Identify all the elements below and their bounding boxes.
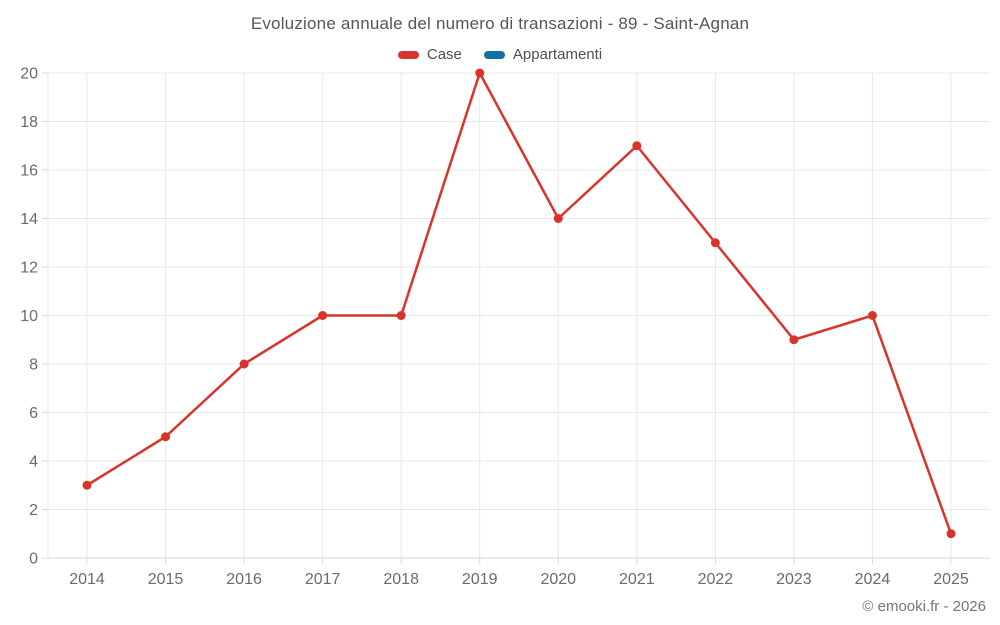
legend-swatch-appartamenti bbox=[483, 50, 505, 59]
y-tick-label: 20 bbox=[20, 66, 38, 83]
x-tick-label: 2017 bbox=[305, 571, 341, 588]
x-tick-label: 2016 bbox=[226, 571, 262, 588]
legend-item-case[interactable]: Case bbox=[397, 46, 462, 63]
legend-swatch-case bbox=[397, 50, 419, 59]
x-tick-label: 2019 bbox=[462, 571, 498, 588]
legend-label: Appartamenti bbox=[512, 46, 603, 63]
y-tick-label: 14 bbox=[20, 211, 38, 228]
case-point bbox=[946, 529, 956, 539]
x-tick-label: 2025 bbox=[933, 571, 969, 588]
copyright-footer: © emooki.fr - 2026 bbox=[862, 598, 986, 615]
case-point bbox=[318, 311, 328, 320]
y-tick-label: 18 bbox=[20, 114, 38, 131]
x-tick-label: 2022 bbox=[698, 571, 734, 588]
x-tick-label: 2014 bbox=[69, 571, 105, 588]
x-tick-label: 2018 bbox=[383, 571, 419, 588]
case-point bbox=[632, 141, 642, 151]
x-tick-label: 2015 bbox=[148, 571, 184, 588]
x-tick-label: 2023 bbox=[776, 571, 812, 588]
legend-label: Case bbox=[426, 46, 462, 63]
case-point bbox=[553, 214, 563, 223]
y-tick-label: 6 bbox=[29, 405, 38, 422]
y-tick-label: 8 bbox=[29, 357, 38, 374]
y-tick-label: 12 bbox=[20, 260, 38, 277]
case-line bbox=[85, 71, 953, 535]
y-tick-label: 0 bbox=[29, 551, 38, 568]
y-tick-label: 10 bbox=[20, 308, 38, 325]
case-point bbox=[396, 311, 406, 320]
y-tick-label: 4 bbox=[29, 454, 38, 471]
case-point bbox=[867, 311, 877, 320]
case-point bbox=[82, 480, 92, 490]
x-tick-label: 2024 bbox=[855, 571, 891, 588]
legend-item-appartamenti[interactable]: Appartamenti bbox=[483, 46, 603, 63]
x-tick-label: 2021 bbox=[619, 571, 655, 588]
case-point bbox=[239, 359, 249, 369]
chart-legend: Case Appartamenti bbox=[0, 46, 1000, 63]
case-point bbox=[161, 432, 171, 442]
case-point bbox=[710, 238, 720, 248]
case-point bbox=[789, 335, 799, 345]
case-point bbox=[475, 68, 485, 78]
chart-title: Evoluzione annuale del numero di transaz… bbox=[250, 14, 750, 33]
y-tick-label: 16 bbox=[20, 163, 38, 180]
x-tick-label: 2020 bbox=[540, 571, 576, 588]
y-tick-label: 2 bbox=[29, 502, 38, 519]
